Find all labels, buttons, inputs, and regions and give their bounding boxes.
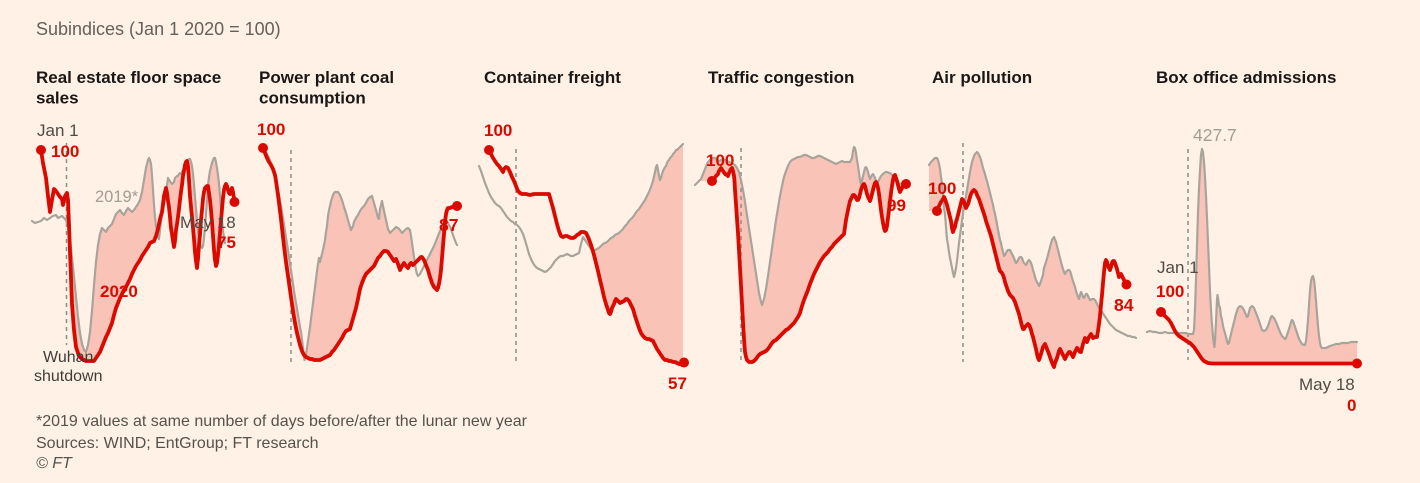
- svg-text:2020: 2020: [100, 282, 138, 301]
- svg-text:84: 84: [1114, 295, 1134, 315]
- svg-text:sales: sales: [36, 89, 79, 108]
- svg-text:87: 87: [439, 215, 458, 235]
- svg-text:2019*: 2019*: [95, 188, 139, 206]
- svg-text:Sources: WIND; EntGroup; FT re: Sources: WIND; EntGroup; FT research: [36, 435, 318, 452]
- svg-text:Jan 1: Jan 1: [1157, 258, 1199, 277]
- svg-text:May 18: May 18: [1299, 375, 1355, 394]
- svg-text:99: 99: [887, 196, 906, 215]
- svg-text:Box office admissions: Box office admissions: [1156, 68, 1336, 87]
- svg-text:0: 0: [1347, 396, 1356, 415]
- svg-text:Air pollution: Air pollution: [932, 68, 1032, 87]
- svg-text:75: 75: [217, 233, 236, 252]
- svg-text:© FT: © FT: [36, 455, 73, 472]
- svg-text:Real estate floor space: Real estate floor space: [36, 68, 221, 87]
- svg-text:100: 100: [51, 142, 79, 161]
- svg-text:Power plant coal: Power plant coal: [259, 68, 394, 87]
- svg-text:427.7: 427.7: [1193, 125, 1237, 145]
- svg-text:100: 100: [1156, 282, 1184, 301]
- svg-text:Container freight: Container freight: [484, 68, 621, 87]
- svg-text:100: 100: [706, 151, 734, 170]
- svg-text:shutdown: shutdown: [34, 368, 103, 385]
- svg-text:100: 100: [257, 120, 285, 139]
- svg-text:May 18: May 18: [180, 213, 236, 232]
- svg-text:Traffic congestion: Traffic congestion: [708, 68, 854, 87]
- svg-text:*2019 values at same number of: *2019 values at same number of days befo…: [36, 413, 528, 430]
- svg-text:100: 100: [928, 179, 956, 198]
- svg-text:100: 100: [484, 121, 512, 140]
- svg-text:Jan 1: Jan 1: [37, 121, 79, 140]
- svg-text:Subindices (Jan 1 2020 = 100): Subindices (Jan 1 2020 = 100): [36, 19, 281, 39]
- svg-text:Wuhan: Wuhan: [43, 349, 93, 366]
- svg-text:57: 57: [668, 374, 687, 393]
- svg-text:consumption: consumption: [259, 89, 366, 108]
